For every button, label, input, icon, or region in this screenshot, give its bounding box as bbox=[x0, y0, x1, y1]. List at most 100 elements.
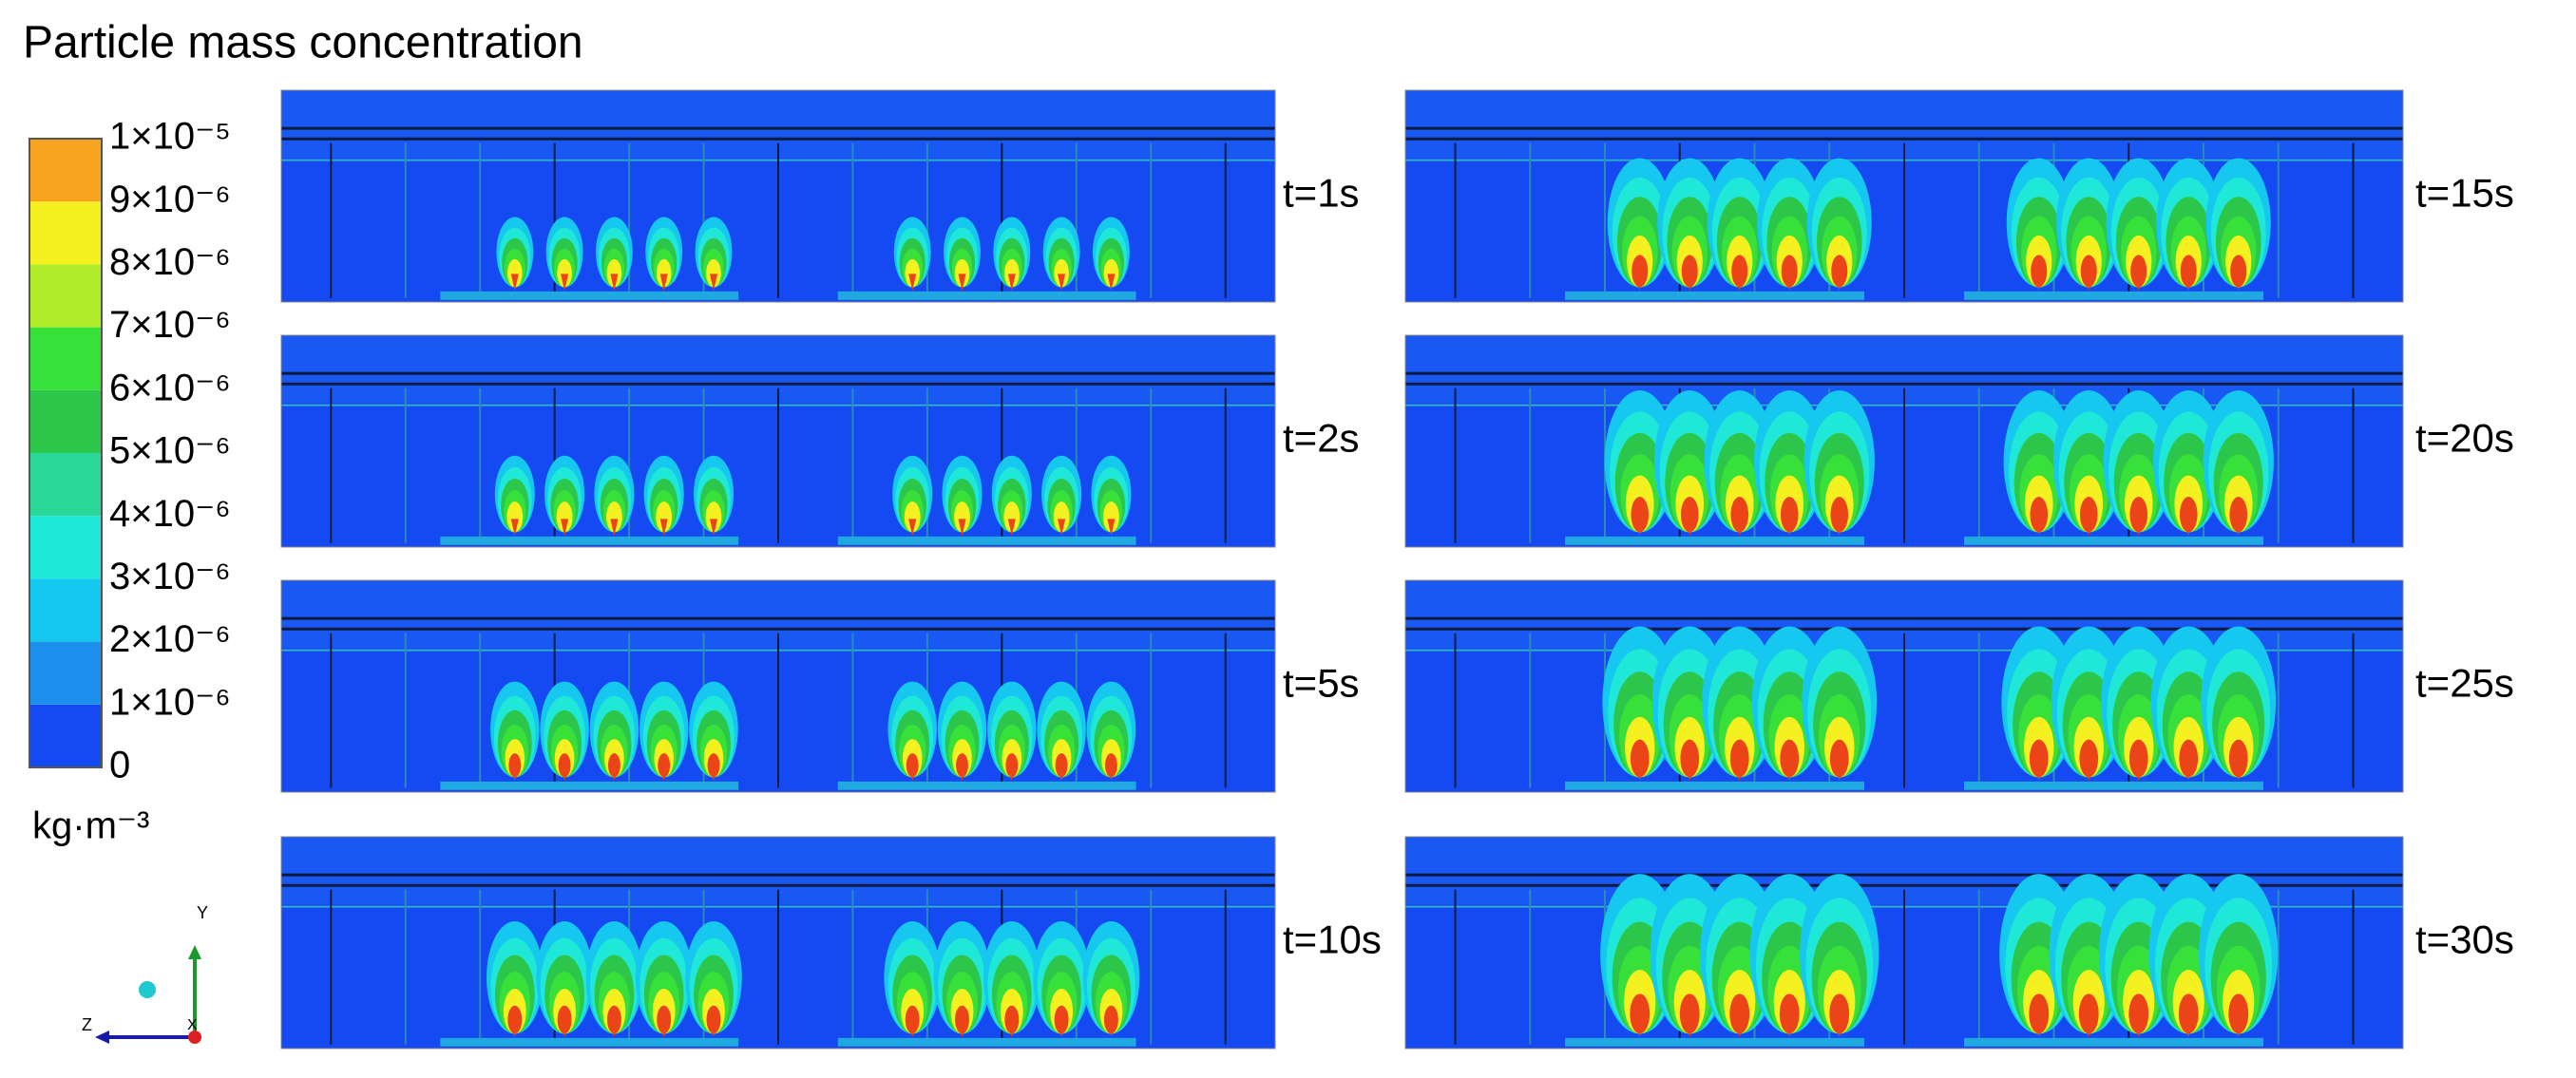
floor-strip bbox=[837, 1037, 1136, 1047]
plume-contour bbox=[1103, 501, 1119, 533]
plume-contour bbox=[2128, 993, 2149, 1034]
axis-triad: Y Z X bbox=[82, 903, 208, 1044]
floor-strip bbox=[1964, 291, 2263, 300]
plume-source bbox=[510, 1020, 519, 1038]
plume-contour bbox=[507, 258, 523, 288]
plume-source bbox=[2134, 764, 2143, 782]
colorbar-band bbox=[29, 453, 102, 517]
plume-source bbox=[1735, 519, 1744, 537]
floor-strip bbox=[440, 291, 739, 300]
plume-contour bbox=[2178, 993, 2199, 1034]
colorbar-label: 7×10⁻⁶ bbox=[109, 304, 231, 346]
plume-contour bbox=[1830, 497, 1849, 533]
plume-source bbox=[2034, 519, 2043, 537]
plume-source bbox=[1007, 764, 1016, 782]
plume-source bbox=[2085, 1020, 2093, 1038]
plume-source bbox=[659, 764, 668, 782]
floor-strip bbox=[1565, 291, 1864, 300]
plume-contour bbox=[1680, 497, 1699, 533]
plume-source bbox=[510, 764, 519, 782]
colorbar-band bbox=[29, 201, 102, 265]
plume-contour bbox=[1680, 739, 1700, 778]
floor-strip bbox=[1964, 1037, 2263, 1047]
plume-contour bbox=[1004, 258, 1020, 288]
plume-source bbox=[908, 1020, 917, 1038]
plume-source bbox=[1735, 1020, 1744, 1038]
colorbar-band bbox=[29, 641, 102, 705]
floor-strip bbox=[1964, 536, 2263, 545]
simulation-panel bbox=[280, 89, 1276, 303]
panel-label: t=2s bbox=[1283, 416, 1360, 461]
plume-source bbox=[2034, 764, 2043, 782]
plume-source bbox=[1635, 519, 1644, 537]
plume-contour bbox=[1679, 993, 1700, 1034]
plume-source bbox=[2234, 274, 2242, 292]
plume-source bbox=[659, 519, 668, 537]
plume-contour bbox=[1829, 993, 1850, 1034]
simulation-panel bbox=[280, 334, 1276, 548]
simulation-panel bbox=[1404, 89, 2404, 303]
plume-contour bbox=[557, 1005, 572, 1034]
plume-source bbox=[2234, 1020, 2242, 1038]
plume-source bbox=[1785, 764, 1794, 782]
floor-strip bbox=[1565, 781, 1864, 790]
colorbar-band bbox=[29, 704, 102, 767]
plume-contour bbox=[2180, 255, 2197, 288]
plume-source bbox=[710, 764, 718, 782]
plume-contour bbox=[1831, 255, 1848, 288]
plume-source bbox=[1107, 274, 1116, 292]
plume-source bbox=[2134, 274, 2143, 292]
plume-contour bbox=[1730, 497, 1749, 533]
plume-source bbox=[1107, 764, 1116, 782]
panel-frame bbox=[280, 579, 1276, 793]
colorbar-label: 4×10⁻⁶ bbox=[109, 493, 231, 535]
colorbar-label: 1×10⁻⁶ bbox=[109, 681, 231, 723]
colorbar-label: 1×10⁻⁵ bbox=[109, 116, 231, 158]
plume-contour bbox=[1829, 739, 1849, 778]
floor-strip bbox=[837, 291, 1136, 300]
plume-source bbox=[561, 274, 569, 292]
plume-contour bbox=[954, 258, 970, 288]
z-axis-label: Z bbox=[82, 1015, 92, 1034]
panel-frame bbox=[280, 836, 1276, 1050]
colorbar-band bbox=[29, 578, 102, 642]
plume-source bbox=[2085, 274, 2093, 292]
plume-source bbox=[1785, 519, 1794, 537]
plume-source bbox=[1686, 274, 1694, 292]
figure-title: Particle mass concentration bbox=[23, 18, 583, 68]
x-axis-dot bbox=[188, 1031, 201, 1044]
plume-source bbox=[1735, 764, 1744, 782]
simulation-panel bbox=[1404, 836, 2404, 1050]
plume-contour bbox=[2228, 993, 2249, 1034]
plume-source bbox=[958, 764, 966, 782]
plume-contour bbox=[1780, 739, 1800, 778]
plume-source bbox=[908, 519, 917, 537]
plume-source bbox=[610, 519, 619, 537]
plume-contour bbox=[1731, 255, 1748, 288]
plume-source bbox=[2085, 764, 2093, 782]
panel-frame bbox=[1404, 836, 2404, 1050]
plume-contour bbox=[606, 1005, 621, 1034]
unit-label: kg·m⁻³ bbox=[32, 805, 149, 847]
plume-source bbox=[1107, 1020, 1116, 1038]
floor-strip bbox=[1565, 1037, 1864, 1047]
plume-source bbox=[659, 1020, 668, 1038]
simulation-panel bbox=[1404, 579, 2404, 793]
panel-frame bbox=[280, 334, 1276, 548]
plume-source bbox=[1007, 274, 1016, 292]
y-arrow-head bbox=[188, 945, 201, 959]
plume-contour bbox=[955, 1005, 969, 1034]
plume-source bbox=[1107, 519, 1116, 537]
plume-contour bbox=[2079, 497, 2098, 533]
floor-strip bbox=[1565, 536, 1864, 545]
plume-source bbox=[1785, 274, 1794, 292]
plume-contour bbox=[1630, 993, 1651, 1034]
plume-contour bbox=[1003, 501, 1021, 533]
plume-contour bbox=[1053, 501, 1070, 533]
plume-source bbox=[958, 1020, 966, 1038]
plume-contour bbox=[2031, 255, 2048, 288]
y-axis-label: Y bbox=[197, 903, 208, 922]
plume-contour bbox=[2080, 255, 2097, 288]
plume-contour bbox=[1630, 739, 1650, 778]
